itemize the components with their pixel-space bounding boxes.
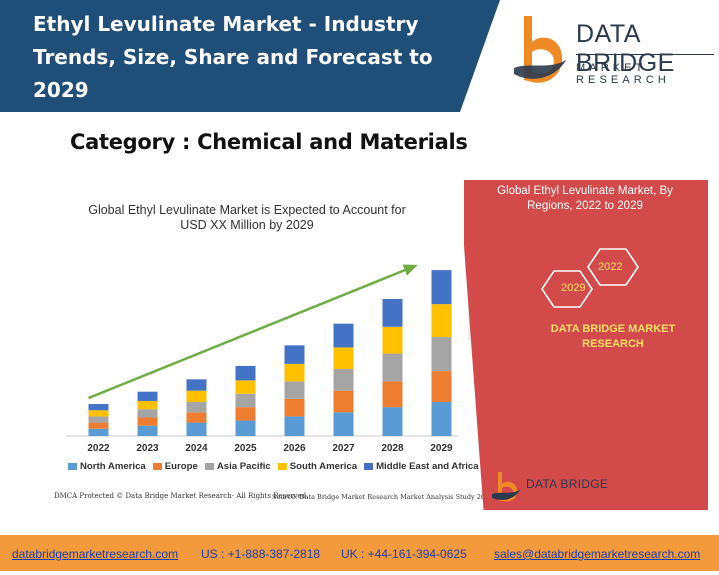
legend-label: Europe xyxy=(164,461,198,472)
legend-item-middle-east-and-africa: Middle East and Africa xyxy=(364,461,479,472)
legend-item-asia-pacific: Asia Pacific xyxy=(204,461,271,472)
legend-item-south-america: South America xyxy=(277,461,358,472)
dmca-notice: DMCA Protected © Data Bridge Market Rese… xyxy=(54,492,309,500)
panel-brand-text: DATA BRIDGE MARKET RESEARCH xyxy=(550,323,676,350)
legend-swatch xyxy=(204,463,214,470)
bar-segment-2026-south-america xyxy=(284,363,305,382)
x-tick-label-2026: 2026 xyxy=(283,443,306,454)
trend-arrow-head xyxy=(402,264,418,276)
legend-label: Asia Pacific xyxy=(216,461,271,472)
bar-segment-2025-middle-east-and-africa xyxy=(235,365,256,381)
bar-segment-2025-north-america xyxy=(235,420,256,436)
bar-segment-2023-europe xyxy=(137,417,158,426)
bar-segment-2029-middle-east-and-africa xyxy=(431,270,452,305)
bar-segment-2028-europe xyxy=(382,381,403,408)
uk-phone-link[interactable]: UK : +44-161-394-0625 xyxy=(341,547,467,561)
page-title: Ethyl Levulinate Market - Industry Trend… xyxy=(33,12,433,102)
x-tick-label-2023: 2023 xyxy=(136,443,159,454)
source-note: Source: Data Bridge Market Research Mark… xyxy=(272,493,494,501)
bar-segment-2023-asia-pacific xyxy=(137,409,158,418)
x-tick-label-2028: 2028 xyxy=(381,443,404,454)
bar-segment-2024-middle-east-and-africa xyxy=(186,379,207,391)
bar-segment-2024-europe xyxy=(186,412,207,423)
bar-segment-2028-middle-east-and-africa xyxy=(382,298,403,327)
legend-label: Middle East and Africa xyxy=(376,461,479,472)
trend-arrow-line xyxy=(88,264,416,400)
bar-segment-2025-europe xyxy=(235,407,256,421)
legend-label: South America xyxy=(289,461,358,472)
legend-item-north-america: North America xyxy=(68,461,146,472)
bar-segment-2027-asia-pacific xyxy=(333,369,354,391)
panel-small-logo: DATA BRIDGE xyxy=(490,470,610,504)
bar-segment-2029-south-america xyxy=(431,304,452,338)
contact-footer: databridgemarketresearch.com US : +1-888… xyxy=(0,535,719,571)
x-tick-label-2024: 2024 xyxy=(185,443,208,454)
legend-swatch xyxy=(152,463,162,470)
logo-divider xyxy=(576,54,714,55)
logo-mark-icon xyxy=(514,16,566,83)
regions-panel-title: Global Ethyl Levulinate Market, By Regio… xyxy=(497,185,673,212)
small-logo-mark-icon xyxy=(492,472,520,502)
email-link[interactable]: sales@databridgemarketresearch.com xyxy=(494,547,701,561)
bar-segment-2022-north-america xyxy=(88,428,109,436)
bar-segment-2026-north-america xyxy=(284,416,305,436)
bar-segment-2025-asia-pacific xyxy=(235,393,256,408)
legend-swatch xyxy=(364,463,374,470)
legend-swatch xyxy=(68,463,77,470)
us-phone-link[interactable]: US : +1-888-387-2818 xyxy=(201,547,321,561)
bar-segment-2023-north-america xyxy=(137,425,158,436)
category-label: Category : Chemical and Materials xyxy=(70,130,468,154)
x-tick-label-2025: 2025 xyxy=(234,443,257,454)
bar-segment-2024-north-america xyxy=(186,422,207,436)
bar-segment-2026-asia-pacific xyxy=(284,381,305,399)
bar-segment-2023-south-america xyxy=(137,400,158,410)
stacked-bar-chart: 2022 2023 2024 2025 2026 2027 2028 2029 xyxy=(66,264,458,454)
x-tick-label-2029: 2029 xyxy=(430,443,453,454)
bar-segment-2027-south-america xyxy=(333,347,354,370)
bar-segment-2022-asia-pacific xyxy=(88,416,109,423)
bar-segment-2027-middle-east-and-africa xyxy=(333,323,354,348)
bar-segment-2028-asia-pacific xyxy=(382,353,403,382)
header-banner xyxy=(0,0,500,112)
bar-segment-2022-europe xyxy=(88,422,109,429)
legend-label: North America xyxy=(80,461,146,472)
x-tick-label-2027: 2027 xyxy=(332,443,355,454)
bar-segment-2027-europe xyxy=(333,390,354,413)
bar-segment-2024-south-america xyxy=(186,390,207,402)
logo-text-secondary: MARKET RESEARCH xyxy=(576,62,670,86)
bar-segment-2029-asia-pacific xyxy=(431,337,452,372)
bar-segment-2023-middle-east-and-africa xyxy=(137,391,158,401)
bar-segment-2022-south-america xyxy=(88,410,109,417)
page-header: Ethyl Levulinate Market - Industry Trend… xyxy=(0,0,719,112)
x-tick-label-2022: 2022 xyxy=(87,443,110,454)
bar-segment-2024-asia-pacific xyxy=(186,402,207,413)
bar-segment-2026-europe xyxy=(284,398,305,417)
bar-segment-2027-north-america xyxy=(333,412,354,436)
hex-label-2029: 2029 xyxy=(561,282,586,294)
bar-segment-2022-middle-east-and-africa xyxy=(88,404,109,411)
website-link[interactable]: databridgemarketresearch.com xyxy=(12,547,179,561)
chart-legend: North America Europe Asia Pacific South Ame… xyxy=(68,461,479,472)
chart-title: Global Ethyl Levulinate Market is Expect… xyxy=(88,203,406,232)
bar-segment-2029-europe xyxy=(431,371,452,402)
legend-item-europe: Europe xyxy=(152,461,198,472)
bar-segment-2026-middle-east-and-africa xyxy=(284,345,305,364)
company-logo: DATA BRIDGE MARKET RESEARCH xyxy=(510,12,715,92)
hex-label-2022: 2022 xyxy=(598,261,623,273)
bar-segment-2028-south-america xyxy=(382,326,403,354)
hexagon-years-icon xyxy=(541,248,639,308)
legend-swatch xyxy=(277,463,287,470)
bar-segment-2025-south-america xyxy=(235,380,256,394)
regions-panel xyxy=(464,180,708,510)
small-logo-text: DATA BRIDGE xyxy=(526,477,609,491)
bar-segment-2028-north-america xyxy=(382,407,403,436)
bar-segment-2029-north-america xyxy=(431,402,452,436)
logo-text-primary: DATA BRIDGE xyxy=(576,20,675,77)
